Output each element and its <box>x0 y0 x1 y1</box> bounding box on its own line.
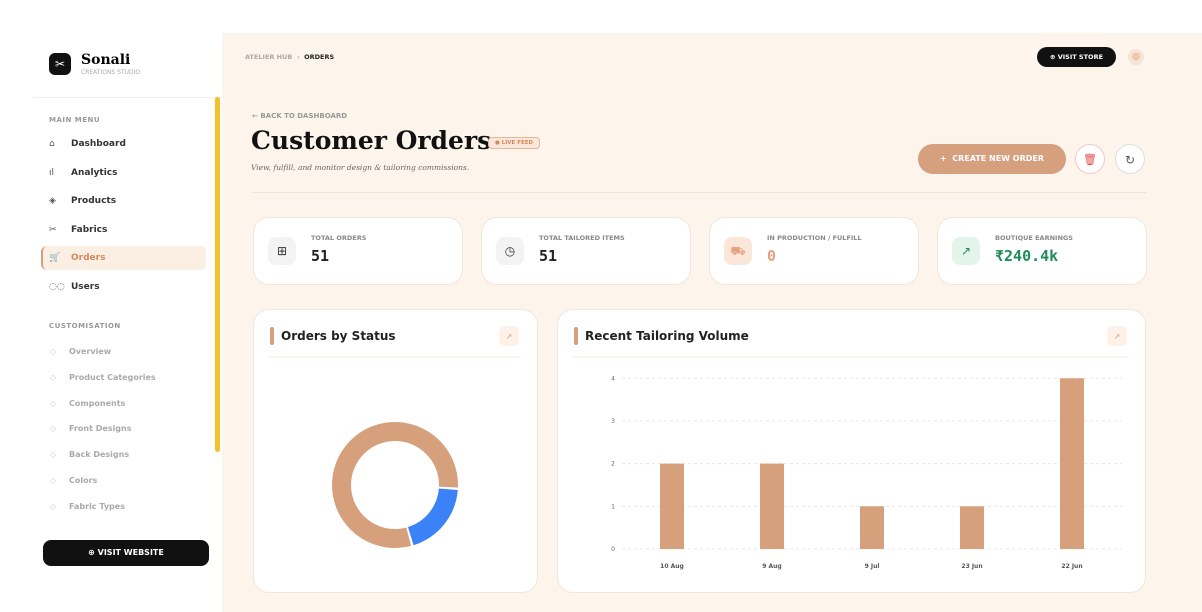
brand-tagline: CREATIONS STUDIO <box>81 69 141 76</box>
menu-icon: ◇ <box>50 424 57 434</box>
menu-item[interactable]: Front Designs <box>69 424 132 434</box>
stat-label: IN PRODUCTION / FULFILL <box>767 234 862 242</box>
page-title: Customer Orders <box>251 126 492 155</box>
stat-icon: ⊞ <box>268 237 296 265</box>
menu-label: MAIN MENU <box>49 116 101 124</box>
donut-segment <box>407 488 458 546</box>
crumb[interactable]: ATELIER HUB <box>245 53 293 61</box>
stat-value: 0 <box>767 247 777 265</box>
menu-item[interactable]: Orders <box>71 253 106 264</box>
scrollbar <box>215 97 220 452</box>
stat-label: TOTAL ORDERS <box>311 234 367 242</box>
button-label: VISIT WEBSITE <box>97 548 164 557</box>
profile-button[interactable]: ◎ <box>1128 49 1144 65</box>
menu-icon: ◇ <box>50 372 57 382</box>
menu-item[interactable]: Analytics <box>71 167 118 178</box>
menu-icon: ◇ <box>50 398 57 408</box>
stat-card: ⛟ IN PRODUCTION / FULFILL 0 <box>709 217 919 285</box>
chart-action-icon: ↗ <box>1114 332 1121 341</box>
chart-action <box>1107 326 1127 346</box>
menu-icon: ⌂ <box>49 139 55 149</box>
menu-item[interactable]: Components <box>69 398 126 408</box>
divider <box>252 192 1146 193</box>
menu-label: CUSTOMISATION <box>49 322 121 330</box>
stat-card: ⊞ TOTAL ORDERS 51 <box>253 217 463 285</box>
subtitle: View, fulfill, and monitor design & tail… <box>251 163 470 172</box>
main: ATELIER HUB › ORDERS ⊕ VISIT STORE ◎ ← B… <box>222 33 1202 612</box>
menu-icon: ◇ <box>50 501 57 511</box>
title-accent <box>574 327 578 345</box>
delete-button[interactable]: 🗑 <box>1075 144 1105 174</box>
menu-item[interactable]: Product Categories <box>69 372 156 382</box>
x-tick-label: 9 Aug <box>762 563 781 570</box>
visit-website-button[interactable]: ⊕ VISIT WEBSITE <box>43 540 209 566</box>
stat-card: ◷ TOTAL TAILORED ITEMS 51 <box>481 217 691 285</box>
stat-label: BOUTIQUE EARNINGS <box>995 234 1073 242</box>
menu-item[interactable]: Products <box>71 196 117 207</box>
donut-segment <box>332 422 458 548</box>
menu-item[interactable]: Overview <box>69 347 112 356</box>
y-tick-label: 3 <box>611 418 615 425</box>
menu-item[interactable]: Back Designs <box>69 450 130 460</box>
breadcrumb: ATELIER HUB › ORDERS <box>245 53 335 61</box>
button-label: CREATE NEW ORDER <box>952 154 1045 163</box>
menu-item[interactable]: Users <box>71 282 100 292</box>
badge: ● LIVE FEED <box>488 137 541 149</box>
stat-value: 51 <box>539 247 558 265</box>
stat-label: TOTAL TAILORED ITEMS <box>539 234 625 242</box>
stat-value: ₹240.4k <box>995 247 1059 265</box>
bar <box>660 463 684 549</box>
stat-value: 51 <box>311 247 330 265</box>
stat-icon: ◷ <box>496 237 524 265</box>
bar <box>960 506 984 549</box>
logo: ✂ <box>49 53 71 75</box>
divider <box>33 97 222 98</box>
button-label: VISIT STORE <box>1057 53 1104 61</box>
menu-item[interactable]: Dashboard <box>71 139 126 149</box>
bar <box>760 463 784 549</box>
menu-icon: ◇ <box>50 476 57 485</box>
x-tick-label: 22 Jun <box>1061 563 1082 570</box>
menu-item[interactable]: Fabric Types <box>69 501 125 511</box>
stat-icon: ↗ <box>952 237 980 265</box>
bar <box>860 506 884 549</box>
menu-icon: ◇ <box>50 347 57 356</box>
chart-action <box>499 326 519 346</box>
bar <box>1060 378 1084 549</box>
menu-icon: ıl <box>49 167 55 178</box>
x-tick-label: 9 Jul <box>865 563 880 570</box>
title-accent <box>270 327 274 345</box>
chart-title: Orders by Status <box>281 329 396 343</box>
chart-title: Recent Tailoring Volume <box>585 329 749 343</box>
y-tick-label: 4 <box>611 375 615 382</box>
x-tick-label: 23 Jun <box>961 563 982 570</box>
y-tick-label: 2 <box>611 461 615 468</box>
sidebar: ✂ Sonali CREATIONS STUDIO MAIN MENU CUST… <box>33 33 223 578</box>
stat-card: ↗ BOUTIQUE EARNINGS ₹240.4k <box>937 217 1147 285</box>
menu-icon: ◈ <box>49 196 56 207</box>
menu-icon: ◌◌ <box>49 282 65 292</box>
refresh-button[interactable]: ↻ <box>1115 144 1145 174</box>
back-label: BACK TO DASHBOARD <box>260 112 348 120</box>
menu-item[interactable]: Fabrics <box>71 224 108 235</box>
menu-icon: ◇ <box>50 450 57 460</box>
volume-card <box>557 309 1146 593</box>
x-tick-label: 10 Aug <box>660 563 684 570</box>
badge-label: LIVE FEED <box>501 140 534 146</box>
menu-icon: 🛒 <box>49 253 61 264</box>
menu-icon: ✂ <box>49 224 57 235</box>
brand-name: Sonali <box>81 52 131 68</box>
y-tick-label: 0 <box>611 546 615 553</box>
active-item <box>41 246 206 271</box>
back-link[interactable]: ← BACK TO DASHBOARD <box>252 112 348 120</box>
create-order-button[interactable]: + CREATE NEW ORDER <box>918 144 1066 174</box>
crumb: ORDERS <box>304 53 335 61</box>
menu-item[interactable]: Colors <box>69 476 98 485</box>
chart-action-icon: ↗ <box>506 332 513 341</box>
stat-icon: ⛟ <box>724 237 752 265</box>
visit-store-button[interactable]: ⊕ VISIT STORE <box>1037 47 1116 67</box>
y-tick-label: 1 <box>611 503 615 510</box>
